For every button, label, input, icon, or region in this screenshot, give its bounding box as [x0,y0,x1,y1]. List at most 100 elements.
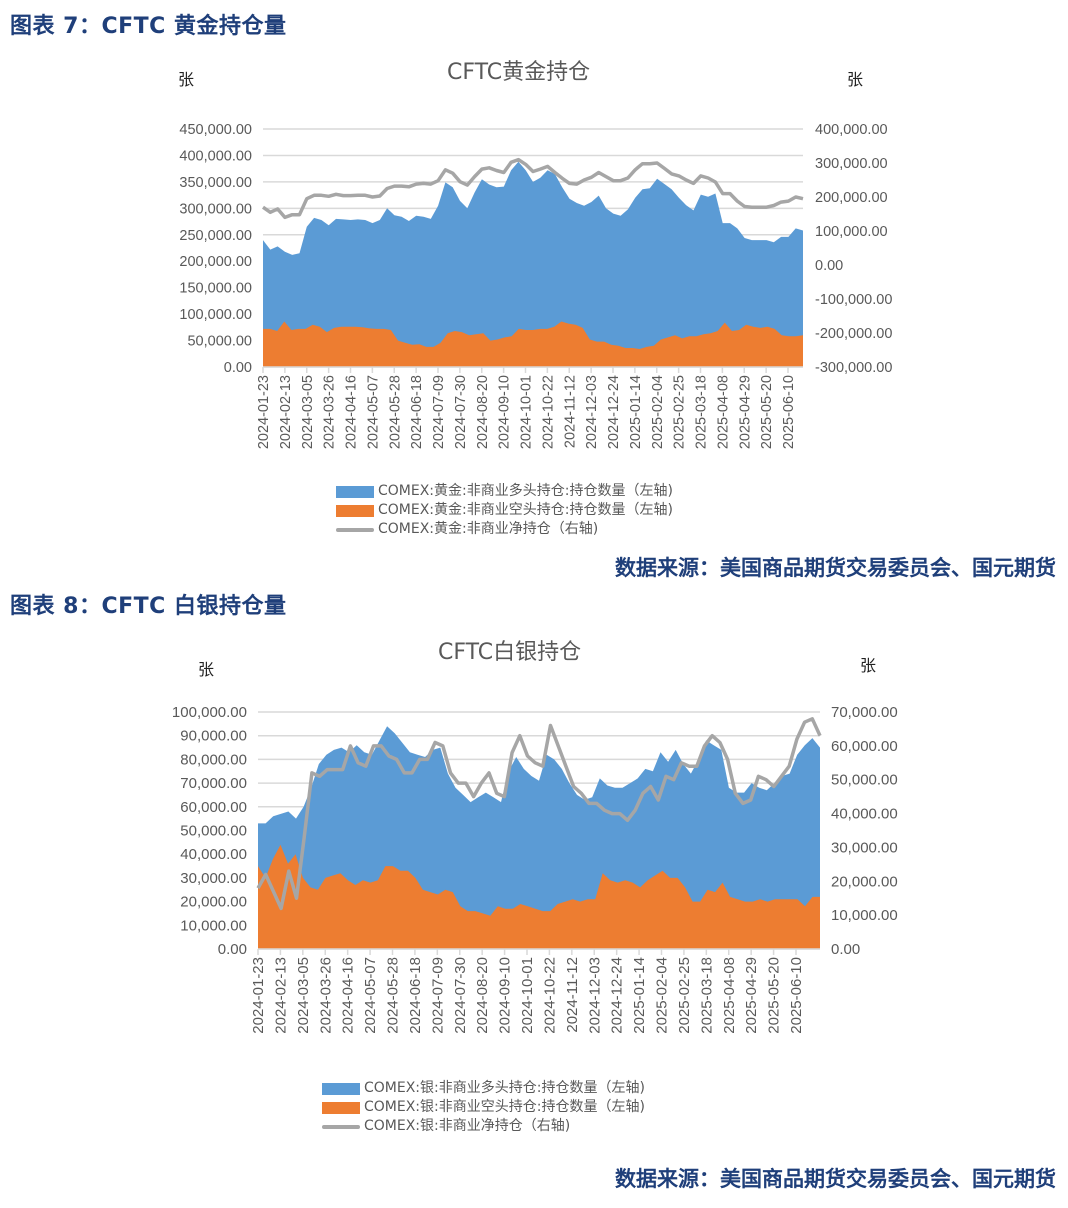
x-axis-label: 2025-01-14 [628,375,644,449]
left-axis-tick: 70,000.00 [180,775,247,792]
left-axis-tick: 80,000.00 [180,751,247,768]
x-axis-label: 2024-07-09 [431,375,447,449]
x-axis-label: 2024-12-24 [609,957,626,1034]
x-axis-label: 2024-09-10 [497,375,513,449]
gold-chart-plot: 450,000.00 400,000.00 350,000.00 300,000.00… [179,122,892,449]
area-series [263,161,803,367]
figure-7-heading: 图表 7：CFTC 黄金持仓量 [10,14,287,39]
x-axis-label: 2024-05-07 [365,375,381,449]
left-axis-tick: 350,000.00 [179,175,252,191]
x-axis-label: 2025-02-04 [650,375,666,449]
left-axis-tick: 90,000.00 [180,728,247,745]
legend-swatch-orange [322,1101,360,1114]
legend-swatch-blue [322,1082,360,1095]
right-axis-tick: 100,000.00 [815,224,888,240]
x-axis-label: 2024-02-13 [272,957,289,1034]
x-axis-label: 2025-05-20 [766,957,783,1034]
left-axis-tick: 400,000.00 [179,148,252,164]
gold-legend: COMEX:黄金:非商业多头持仓:持仓数量（左轴) COMEX:黄金:非商业空头… [336,482,673,539]
right-axis-tick: 0.00 [831,941,860,958]
x-axis-label: 2024-05-28 [385,957,402,1034]
left-axis-tick: 60,000.00 [180,799,247,816]
left-axis-tick: 200,000.00 [179,254,252,270]
x-axis-label: 2024-01-23 [250,957,267,1034]
silver-source-note: 数据来源：美国商品期货交易委员会、国元期货 [615,1167,1056,1191]
left-axis-tick: 40,000.00 [180,846,247,863]
x-axis-label: 2024-12-24 [606,375,622,449]
legend-item-gold-net: COMEX:黄金:非商业净持仓（右轴) [336,520,673,539]
x-axis-label: 2024-09-10 [497,957,514,1034]
gold-left-axis-unit: 张 [178,70,195,89]
x-axis-label: 2024-05-07 [362,957,379,1034]
left-axis-tick: 50,000.00 [180,823,247,840]
x-axis-label: 2024-06-18 [409,375,425,449]
x-axis-label: 2024-03-26 [317,957,334,1034]
x-axis-label: 2025-04-29 [743,957,760,1034]
right-axis-tick: 300,000.00 [815,156,888,172]
x-axis-label: 2025-06-10 [788,957,805,1034]
x-axis-label: 2024-04-16 [340,957,357,1034]
x-axis-label: 2024-05-28 [387,375,403,449]
x-axis-label: 2024-03-05 [300,375,316,449]
x-axis-label: 2025-03-18 [694,375,710,449]
figure-8-heading: 图表 8：CFTC 白银持仓量 [10,594,287,619]
right-axis-tick: 0.00 [815,258,843,274]
x-axis-label: 2025-02-04 [654,957,671,1034]
legend-item-gold-long: COMEX:黄金:非商业多头持仓:持仓数量（左轴) [336,482,673,501]
left-axis-tick: 30,000.00 [180,870,247,887]
x-axis-label: 2024-02-13 [278,375,294,449]
x-axis-label: 2024-06-18 [407,957,424,1034]
x-axis-label: 2024-10-22 [541,957,558,1034]
legend-item-silver-short: COMEX:银:非商业空头持仓:持仓数量（左轴) [322,1098,645,1117]
x-axis-label: 2024-12-03 [584,375,600,449]
left-axis-tick: 150,000.00 [179,281,252,297]
x-axis-label: 2024-10-01 [519,375,535,449]
right-axis-tick: 50,000.00 [831,772,898,789]
left-axis-tick: 0.00 [224,360,252,376]
x-axis-label: 2024-07-09 [429,957,446,1034]
line-series [261,157,804,220]
left-axis-tick: 300,000.00 [179,201,252,217]
x-axis-label: 2025-04-08 [721,957,738,1034]
legend-item-gold-short: COMEX:黄金:非商业空头持仓:持仓数量（左轴) [336,501,673,520]
legend-swatch-orange [336,504,374,517]
x-axis-label: 2025-03-18 [698,957,715,1034]
silver-legend: COMEX:银:非商业多头持仓:持仓数量（左轴) COMEX:银:非商业空头持仓… [322,1079,645,1136]
x-axis-label: 2025-04-29 [737,375,753,449]
x-axis-label: 2024-12-03 [586,957,603,1034]
left-axis-tick: 0.00 [218,941,247,958]
left-axis-tick: 450,000.00 [179,122,252,138]
x-axis-label: 2024-11-12 [562,375,578,448]
right-axis-tick: 60,000.00 [831,738,898,755]
x-axis-label: 2024-11-12 [564,957,581,1033]
x-axis-label: 2024-03-26 [322,375,338,449]
right-axis-tick: 10,000.00 [831,907,898,924]
right-axis-tick: 70,000.00 [831,704,898,721]
right-axis-tick: -200,000.00 [815,326,892,342]
left-axis-tick: 50,000.00 [187,334,252,350]
area-series [263,321,803,367]
x-axis-label: 2024-10-01 [519,957,536,1034]
x-axis-label: 2025-04-08 [715,375,731,449]
x-axis-label: 2024-07-30 [453,375,469,449]
right-axis-tick: 200,000.00 [815,190,888,206]
right-axis-tick: 30,000.00 [831,839,898,856]
left-axis-tick: 100,000.00 [172,704,247,721]
right-axis-tick: 400,000.00 [815,122,888,138]
x-axis-label: 2025-01-14 [631,957,648,1034]
left-axis-tick: 250,000.00 [179,228,252,244]
x-axis-label: 2024-08-20 [474,957,491,1034]
silver-right-axis-unit: 张 [860,656,877,675]
legend-item-silver-long: COMEX:银:非商业多头持仓:持仓数量（左轴) [322,1079,645,1098]
gold-right-axis-unit: 张 [847,70,864,89]
x-axis-label: 2024-08-20 [475,375,491,449]
right-axis-tick: -300,000.00 [815,360,892,376]
silver-chart-title: CFTC白银持仓 [438,640,582,665]
left-axis-tick: 20,000.00 [180,894,247,911]
x-axis-label: 2024-04-16 [344,375,360,449]
x-axis-label: 2025-02-25 [672,375,688,449]
silver-chart-plot: 100,000.00 90,000.00 80,000.00 70,000.00 60,… [172,704,898,1034]
right-axis-tick: 40,000.00 [831,806,898,823]
x-axis-label: 2024-03-05 [295,957,312,1034]
legend-item-silver-net: COMEX:银:非商业净持仓（右轴) [322,1117,645,1136]
